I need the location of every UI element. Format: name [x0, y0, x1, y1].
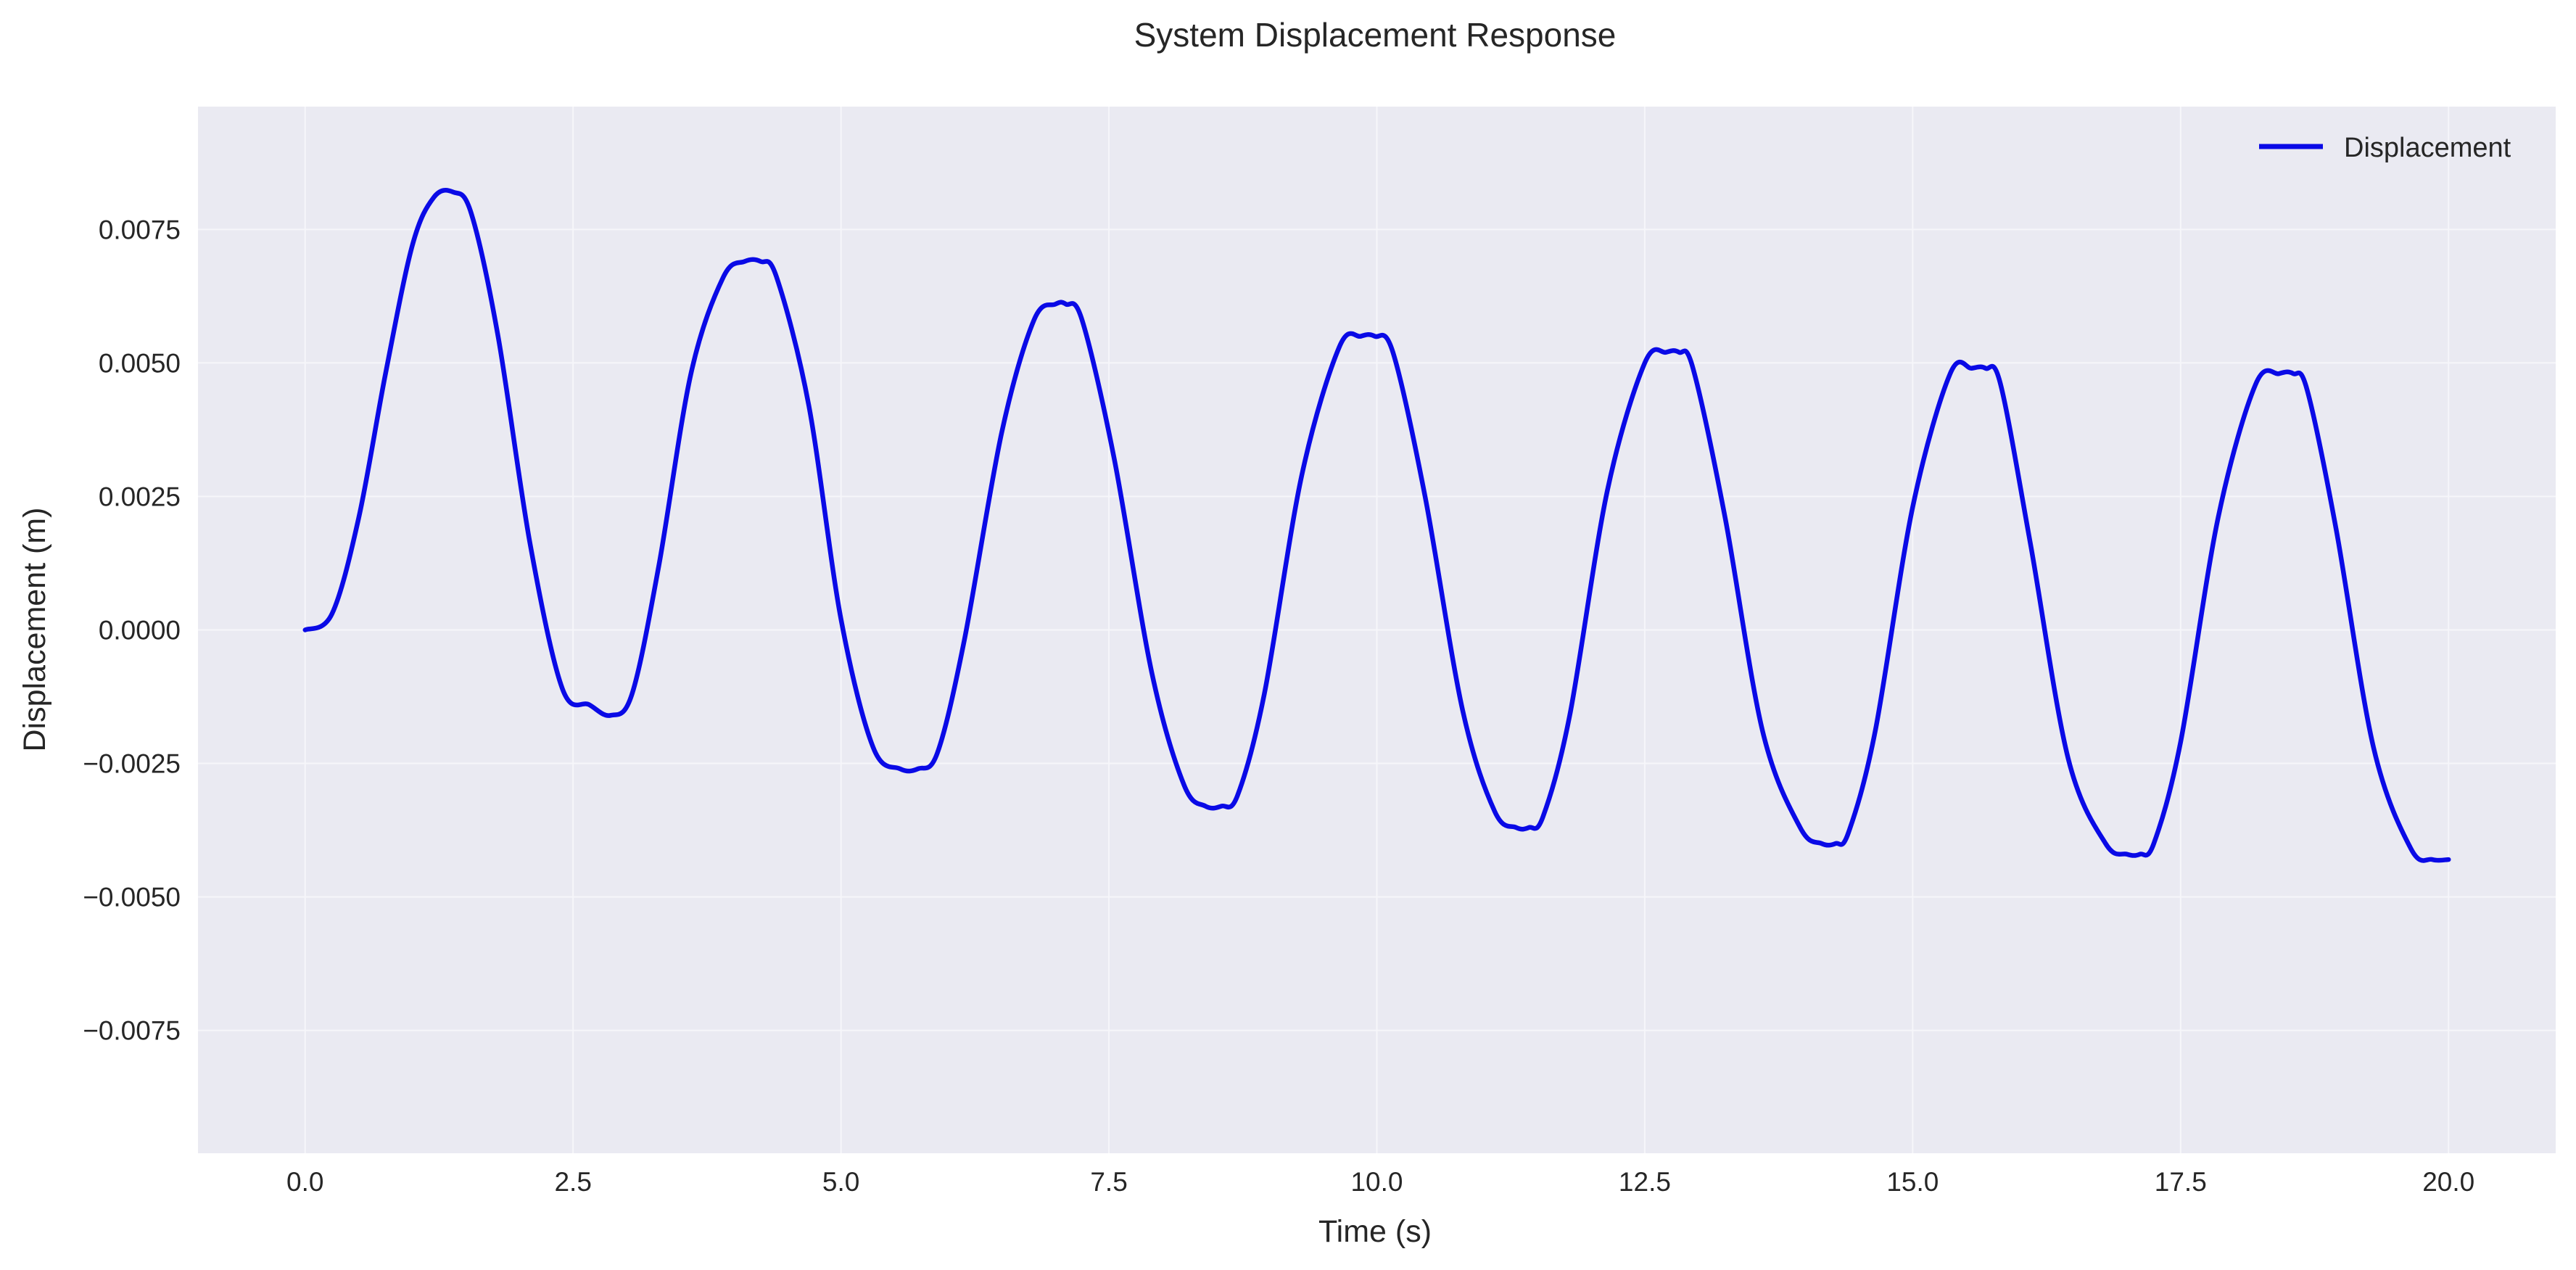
x-tick-label: 12.5 [1619, 1167, 1671, 1197]
x-tick-label: 10.0 [1350, 1167, 1403, 1197]
series-layer [302, 188, 2451, 863]
y-tick-label: 0.0050 [99, 348, 181, 378]
x-tick-label: 0.0 [286, 1167, 323, 1197]
x-axis-ticks: 0.0 2.5 5.0 7.5 10.0 12.5 15.0 17.5 20.0 [286, 1167, 2474, 1197]
x-tick-label: 2.5 [554, 1167, 591, 1197]
x-tick-label: 17.5 [2155, 1167, 2207, 1197]
y-tick-label: 0.0075 [99, 215, 181, 244]
x-tick-label: 20.0 [2422, 1167, 2474, 1197]
x-tick-label: 5.0 [822, 1167, 859, 1197]
grid [198, 107, 2556, 1153]
y-axis-ticks: −0.0075 −0.0050 −0.0025 0.0000 0.0025 0.0050 0… [83, 215, 181, 1045]
x-axis-label: Time (s) [1318, 1214, 1432, 1249]
y-tick-label: 0.0000 [99, 616, 181, 646]
chart-title: System Displacement Response [1134, 16, 1617, 54]
y-axis-label: Displacement (m) [17, 508, 52, 752]
y-tick-label: −0.0025 [83, 749, 181, 779]
y-tick-label: −0.0050 [83, 883, 181, 912]
x-tick-label: 7.5 [1090, 1167, 1127, 1197]
y-tick-label: −0.0075 [83, 1016, 181, 1046]
series-line-displacement [302, 188, 2451, 863]
x-tick-label: 15.0 [1886, 1167, 1939, 1197]
legend-label: Displacement [2344, 133, 2511, 163]
y-tick-label: 0.0025 [99, 482, 181, 511]
legend: Displacement [2259, 133, 2511, 163]
